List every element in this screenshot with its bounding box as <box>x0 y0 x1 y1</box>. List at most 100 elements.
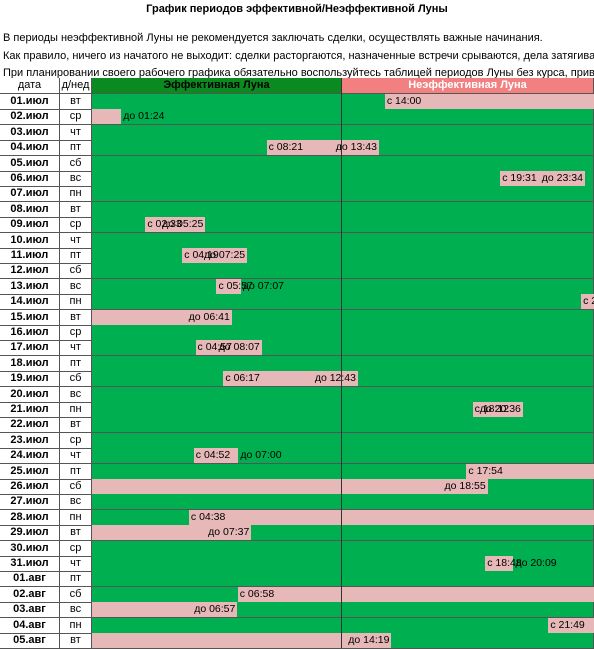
period-end: до 07:25 <box>203 249 246 261</box>
timeline-cell <box>342 355 594 372</box>
date-cell: 02.июл <box>0 109 60 126</box>
inactive-period <box>384 94 594 109</box>
day-cell: сб <box>60 263 92 280</box>
timeline-cell <box>92 571 342 588</box>
day-cell: пт <box>60 571 92 588</box>
timeline-cell <box>342 155 594 172</box>
day-cell: вт <box>60 309 92 326</box>
note: Как правило, ничего из начатого не выход… <box>3 50 594 62</box>
day-cell: чт <box>60 124 92 141</box>
inactive-period <box>92 109 122 125</box>
timeline-cell <box>342 448 594 465</box>
header-cell: дата <box>0 78 60 94</box>
timeline-cell <box>92 556 342 572</box>
timeline-cell <box>342 109 594 126</box>
timeline-cell <box>92 263 342 280</box>
date-cell: 13.июл <box>0 278 60 295</box>
inactive-period <box>548 617 594 633</box>
date-cell: 20.июл <box>0 386 60 403</box>
date-cell: 01.июл <box>0 94 60 110</box>
date-cell: 12.июл <box>0 263 60 280</box>
header-cell: Неэффективная Луна <box>342 78 594 94</box>
period-end: до 14:19 <box>348 634 390 646</box>
timeline-cell <box>342 294 594 311</box>
timeline-cell <box>92 402 342 418</box>
period-start: с 04:38 <box>190 510 226 523</box>
inactive-period <box>266 140 379 156</box>
timeline-cell <box>342 325 594 341</box>
date-cell: 11.июл <box>0 248 60 264</box>
day-cell: пн <box>60 186 92 203</box>
period-end: до 23:34 <box>541 172 583 184</box>
timeline-cell <box>342 232 594 249</box>
timeline-cell <box>342 540 594 557</box>
period-start: с 02:33 <box>147 218 182 231</box>
date-cell: 07.июл <box>0 186 60 203</box>
day-cell: ср <box>60 325 92 341</box>
date-cell: 25.июл <box>0 463 60 480</box>
day-cell: пн <box>60 402 92 418</box>
inactive-period <box>466 463 594 479</box>
inactive-period <box>92 525 252 541</box>
period-start: с 04:57 <box>197 341 232 354</box>
timeline-cell <box>92 617 342 634</box>
inactive-period <box>500 171 585 186</box>
timeline-cell <box>342 402 594 418</box>
period-end: до 06:57 <box>194 603 236 616</box>
timeline-cell <box>342 309 594 326</box>
period-start: с 23:23 <box>583 295 594 308</box>
timeline-cell <box>92 494 342 511</box>
date-cell: 26.июл <box>0 479 60 495</box>
day-cell: чт <box>60 232 92 249</box>
timeline-cell <box>342 186 594 203</box>
timeline-cell <box>92 386 342 403</box>
period-start: с 21:49 <box>550 618 585 631</box>
timeline-cell <box>92 417 342 434</box>
timeline-cell <box>342 263 594 280</box>
timeline-cell <box>92 232 342 249</box>
day-cell: вт <box>60 201 92 218</box>
timeline-cell <box>342 432 594 449</box>
period-start: с 18:12 <box>474 403 510 415</box>
period-start: с 08:21 <box>268 141 304 154</box>
date-cell: 18.июл <box>0 355 60 372</box>
inactive-period <box>92 602 238 618</box>
note: При планировании своего рабочего графика… <box>3 67 594 79</box>
date-cell: 30.июл <box>0 540 60 557</box>
day-cell: пн <box>60 617 92 634</box>
inactive-period <box>193 448 239 464</box>
timeline-cell <box>92 294 342 311</box>
header-cell: д/нед <box>60 78 92 94</box>
date-cell: 10.июл <box>0 232 60 249</box>
period-end: до 05:25 <box>162 218 204 231</box>
timeline-cell <box>342 525 594 542</box>
day-cell: вс <box>60 494 92 511</box>
timeline-cell <box>342 602 594 619</box>
date-cell: 05.авг <box>0 633 60 649</box>
timeline-cell <box>342 571 594 588</box>
day-cell: пн <box>60 509 92 526</box>
date-cell: 31.июл <box>0 556 60 572</box>
period-start: с 18:48 <box>487 557 522 569</box>
timeline-cell <box>342 340 594 357</box>
inactive-period <box>182 248 248 263</box>
timeline-cell <box>342 371 594 388</box>
timeline-cell <box>92 186 342 203</box>
timeline-cell <box>92 171 342 187</box>
date-cell: 03.авг <box>0 602 60 619</box>
day-cell: ср <box>60 109 92 126</box>
note: В периоды неэффективной Луны не рекоменд… <box>3 32 543 44</box>
period-start: с 06:17 <box>225 372 260 385</box>
day-cell: вт <box>60 633 92 649</box>
divider <box>341 78 342 648</box>
timeline-cell <box>342 140 594 157</box>
date-cell: 19.июл <box>0 371 60 388</box>
timeline-cell <box>92 217 342 234</box>
inactive-period <box>223 371 358 387</box>
inactive-period <box>92 479 488 494</box>
day-cell: вс <box>60 171 92 187</box>
inactive-period <box>216 278 241 294</box>
date-cell: 16.июл <box>0 325 60 341</box>
timeline-cell <box>342 417 594 434</box>
period-end: до 12:43 <box>314 372 356 385</box>
